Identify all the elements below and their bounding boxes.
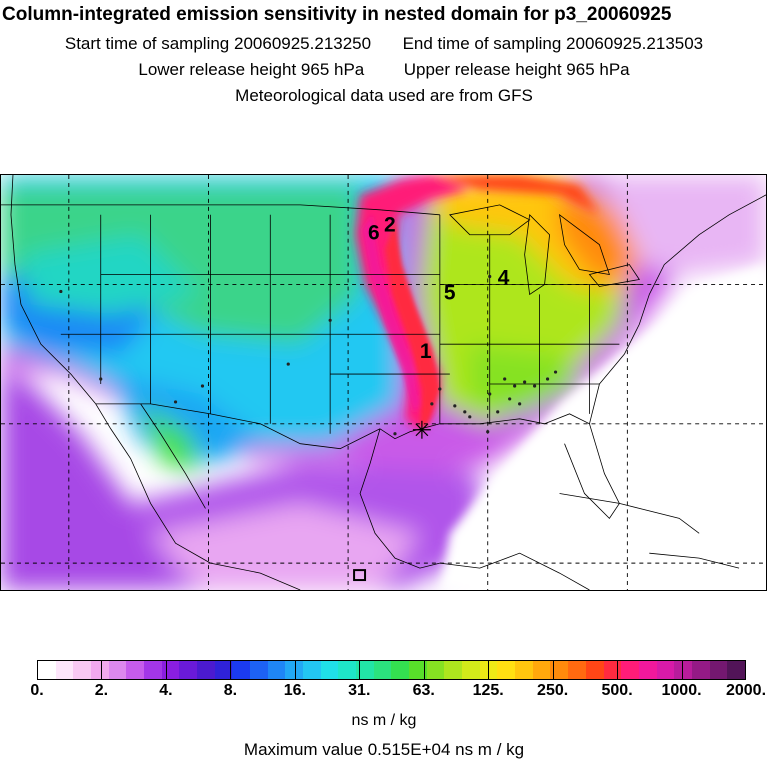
colorbar-swatch xyxy=(691,661,710,679)
sensitivity-map: 1 2 4 5 6 xyxy=(0,174,767,591)
max-value: 0.515E+04 ns m / kg xyxy=(367,740,525,759)
end-time-value: 20060925.213503 xyxy=(566,34,704,53)
colorbar-ticks: 0. 2. 4. 8. 16. 31. 63. 125. 250. 500. 1000. 2000. xyxy=(0,682,768,702)
colorbar-swatch xyxy=(727,661,745,679)
colorbar-swatch xyxy=(267,661,286,679)
max-value-line: Maximum value 0.515E+04 ns m / kg xyxy=(0,740,768,760)
colorbar-tick-label: 1000. xyxy=(661,682,702,699)
colorbar-tick-line xyxy=(488,661,490,679)
colorbar-swatch xyxy=(38,661,56,679)
start-time-label: Start time of sampling xyxy=(64,34,230,53)
release-heights: Lower release height 965 hPa Upper relea… xyxy=(0,60,768,80)
colorbar-swatch xyxy=(462,661,480,679)
lower-release-label: Lower release height xyxy=(138,60,297,79)
start-time-value: 20060925.213250 xyxy=(234,34,372,53)
sensitivity-field xyxy=(1,175,766,590)
colorbar-swatch xyxy=(197,661,215,679)
colorbar-swatch xyxy=(356,661,374,679)
colorbar-swatch xyxy=(497,661,516,679)
colorbar-swatch xyxy=(338,661,357,679)
site-dots xyxy=(59,274,558,436)
colorbar-swatch xyxy=(568,661,586,679)
colorbar-swatch xyxy=(550,661,569,679)
colorbar-tick-label: 2. xyxy=(94,682,109,699)
met-data-note: Meteorological data used are from GFS xyxy=(235,86,533,105)
colorbar-tick-label: 63. xyxy=(412,682,435,699)
cluster-label-2: 2 xyxy=(384,214,396,237)
political-boundaries xyxy=(1,175,766,590)
colorbar-swatch xyxy=(232,661,251,679)
colorbar-tick-label: 2000. xyxy=(725,682,767,699)
colorbar-swatch xyxy=(444,661,463,679)
plot-title: Column-integrated emission sensitivity i… xyxy=(2,4,672,25)
lower-release-value: 965 hPa xyxy=(300,60,365,79)
colorbar-tick-line xyxy=(552,661,554,679)
colorbar-swatch xyxy=(638,661,657,679)
colorbar-tick-label: 125. xyxy=(472,682,504,699)
colorbar-tick-line xyxy=(617,661,619,679)
colorbar-swatch xyxy=(674,661,692,679)
colorbar-tick-label: 16. xyxy=(283,682,306,699)
colorbar-tick-line xyxy=(681,661,683,679)
colorbar-swatch xyxy=(603,661,622,679)
upper-release-label: Upper release height xyxy=(403,60,562,79)
colorbar-tick-line xyxy=(423,661,425,679)
colorbar-tick-label: 250. xyxy=(537,682,569,699)
colorbar-swatch xyxy=(656,661,675,679)
upper-release-value: 965 hPa xyxy=(566,60,630,79)
colorbar-swatch xyxy=(320,661,339,679)
colorbar-swatch xyxy=(179,661,198,679)
cluster-label-4: 4 xyxy=(498,266,510,289)
colorbar-swatch xyxy=(426,661,445,679)
colorbar-swatch xyxy=(709,661,728,679)
colorbar-swatch xyxy=(250,661,268,679)
colorbar-swatch xyxy=(373,661,392,679)
colorbar-tick-line xyxy=(101,661,103,679)
end-time-label: End time of sampling xyxy=(402,34,562,53)
colorbar-tick-line xyxy=(165,661,167,679)
colorbar-tick-line xyxy=(294,661,296,679)
cluster-label-6: 6 xyxy=(368,222,380,245)
receptor-marker xyxy=(412,420,431,439)
colorbar-swatch xyxy=(214,661,233,679)
colorbar-tick-label: 8. xyxy=(223,682,238,699)
colorbar-swatch xyxy=(621,661,639,679)
colorbar-swatch xyxy=(532,661,551,679)
colorbar-swatch xyxy=(108,661,127,679)
colorbar-swatch xyxy=(126,661,145,679)
colorbar-swatch xyxy=(515,661,533,679)
colorbar-swatch xyxy=(585,661,604,679)
colorbar-tick-line xyxy=(230,661,232,679)
colorbar-swatch xyxy=(91,661,109,679)
colorbar-tick-label: 31. xyxy=(348,682,371,699)
colorbar-tick-line xyxy=(359,661,361,679)
colorbar xyxy=(37,660,746,680)
colorbar-units: ns m / kg xyxy=(351,712,417,729)
colorbar-swatch xyxy=(55,661,74,679)
colorbar-swatch xyxy=(161,661,180,679)
colorbar-swatch xyxy=(409,661,427,679)
sampling-times: Start time of sampling 20060925.213250 E… xyxy=(0,34,768,54)
max-value-label: Maximum value xyxy=(243,740,363,759)
colorbar-swatch xyxy=(73,661,92,679)
cluster-label-1: 1 xyxy=(420,340,432,363)
square-marker xyxy=(353,569,367,582)
graticule xyxy=(1,175,766,590)
colorbar-swatch xyxy=(303,661,321,679)
colorbar-tick-label: 4. xyxy=(159,682,173,699)
colorbar-swatch xyxy=(391,661,410,679)
colorbar-tick-label: 500. xyxy=(601,682,633,699)
cluster-label-5: 5 xyxy=(444,281,456,304)
colorbar-swatch xyxy=(285,661,304,679)
colorbar-tick-label: 0. xyxy=(30,682,44,699)
colorbar-swatch xyxy=(144,661,162,679)
